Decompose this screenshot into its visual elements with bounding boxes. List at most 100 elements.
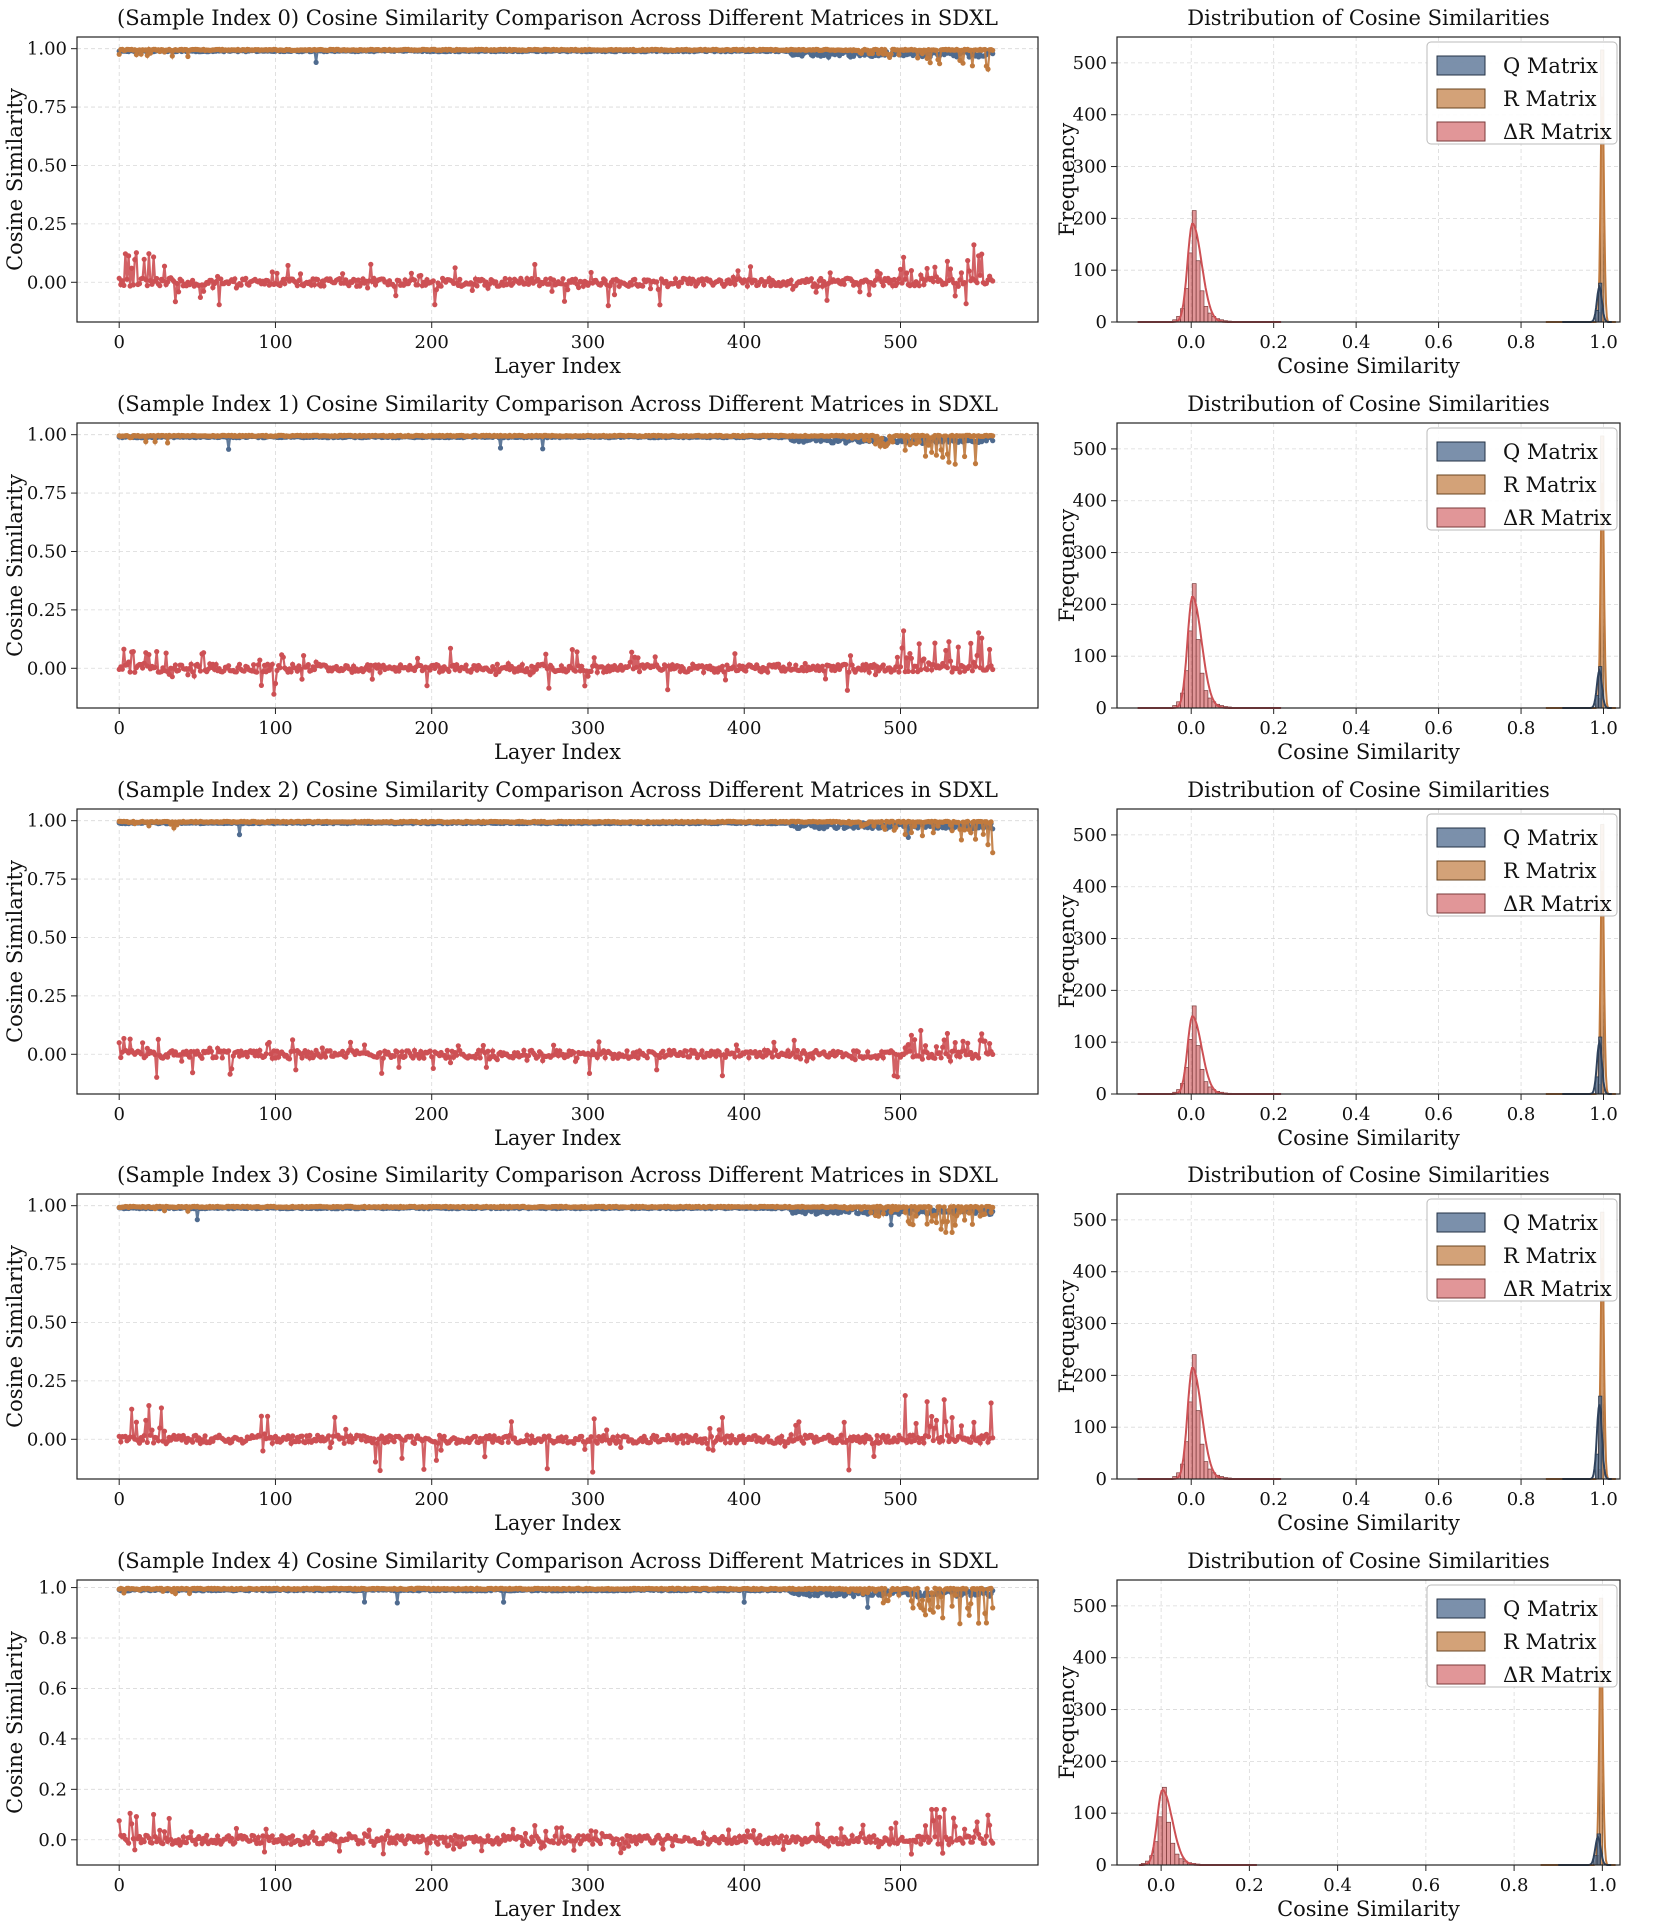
y-tick-label: 0.25 <box>27 600 67 621</box>
r-matrix-series-point <box>902 447 908 453</box>
delta-r-matrix-series-point <box>297 666 304 672</box>
legend-swatch <box>1436 121 1486 142</box>
r-matrix-series-point <box>969 63 976 69</box>
delta-r-matrix-series-point <box>430 1065 436 1071</box>
delta-r-matrix-series-point <box>743 668 749 674</box>
r-matrix-series <box>116 432 996 467</box>
r-matrix-series-point <box>185 53 191 60</box>
delta-r-matrix-series-point <box>293 1067 299 1073</box>
x-tick-label: 200 <box>415 718 449 739</box>
delta-r-bar <box>1203 306 1209 323</box>
y-tick-label: 100 <box>1073 646 1107 667</box>
r-matrix-series-point <box>143 439 149 445</box>
delta-r-matrix-series-point <box>143 277 149 283</box>
delta-r-bar <box>1203 690 1209 709</box>
delta-r-matrix-series-point <box>322 1054 329 1060</box>
delta-r-matrix-series-point <box>186 1054 193 1060</box>
delta-r-matrix-series-point <box>857 289 863 295</box>
delta-r-matrix-series-point <box>121 282 127 288</box>
delta-r-matrix-series-point <box>130 282 136 288</box>
legend-label: ΔR Matrix <box>1503 506 1612 530</box>
delta-r-matrix-series-point <box>955 644 961 650</box>
r-matrix-series-point <box>985 842 991 848</box>
delta-r-bar <box>1187 630 1193 709</box>
delta-r-matrix-series-point <box>494 661 500 667</box>
delta-r-matrix-series-point <box>916 283 922 289</box>
r-matrix-series-point <box>944 451 951 457</box>
y-axis-label: Frequency <box>1055 123 1079 237</box>
r-matrix-series-point <box>960 60 966 66</box>
delta-r-matrix-series-point <box>297 271 304 277</box>
r-matrix-series-point <box>990 850 996 856</box>
delta-r-matrix-series-point <box>165 279 171 285</box>
r-matrix-series-point <box>924 55 930 62</box>
delta-r-matrix-series-point <box>924 667 930 673</box>
delta-r-matrix-series-point <box>582 683 588 689</box>
delta-r-matrix-series-point <box>226 1048 232 1054</box>
delta-r-matrix-series-point <box>201 650 207 656</box>
x-tick-label: 0.2 <box>1259 332 1288 353</box>
delta-r-matrix-series-point <box>396 1064 402 1070</box>
delta-r-matrix-series-point <box>347 1039 354 1045</box>
delta-r-matrix-series-point <box>543 276 549 282</box>
delta-r-matrix-series-point <box>786 661 793 668</box>
delta-r-bar <box>1199 672 1205 709</box>
delta-r-matrix-series-point <box>946 639 952 645</box>
delta-r-matrix-series <box>116 628 996 697</box>
delta-r-matrix-series-point <box>336 276 343 282</box>
delta-r-bar <box>1195 639 1201 709</box>
r-matrix-series-point <box>946 459 952 465</box>
r-matrix-series-point <box>943 433 949 439</box>
delta-r-matrix-series-point <box>227 1071 233 1077</box>
delta-r-matrix-series-point <box>454 1052 460 1058</box>
r-matrix-series-point <box>938 447 944 453</box>
delta-r-matrix-series-line <box>118 630 994 695</box>
subplot-row-2: (Sample Index 2) Cosine Similarity Compa… <box>3 778 1621 1150</box>
delta-r-matrix-series-point <box>311 282 318 288</box>
delta-r-matrix-series-point <box>990 666 996 673</box>
delta-r-matrix-series-point <box>254 669 260 675</box>
delta-r-matrix-series-point <box>132 669 138 675</box>
delta-r-matrix-series-point <box>340 271 346 277</box>
r-matrix-series-point <box>874 433 880 439</box>
delta-r-matrix-series-point <box>179 1058 185 1064</box>
delta-r-matrix-series-point <box>430 278 436 284</box>
histogram-title: Distribution of Cosine Similarities <box>1187 392 1550 416</box>
delta-r-matrix-series-point <box>369 676 375 682</box>
delta-r-matrix-series-point <box>421 1055 427 1061</box>
delta-r-matrix-series-point <box>121 1035 127 1042</box>
delta-r-matrix-series-point <box>379 1070 385 1076</box>
r-matrix-series-point <box>990 47 996 53</box>
delta-r-matrix-series-point <box>146 652 152 658</box>
delta-r-matrix-series-point <box>647 286 654 292</box>
delta-r-matrix-series-point <box>457 276 463 282</box>
delta-r-matrix-series-point <box>611 292 618 298</box>
delta-r-matrix-series-point <box>282 281 288 287</box>
delta-r-matrix-series-point <box>966 268 972 274</box>
delta-r-matrix-series-point <box>447 1060 454 1066</box>
delta-r-matrix-series-point <box>480 1042 486 1049</box>
delta-r-matrix-series-point <box>172 662 178 668</box>
delta-r-matrix-series-point <box>140 665 146 671</box>
r-matrix-series-point <box>908 440 915 446</box>
delta-r-matrix-series-point <box>274 270 280 276</box>
delta-r-matrix-series-point <box>843 662 849 668</box>
delta-r-matrix-series-point <box>155 1036 161 1042</box>
delta-r-matrix-series-point <box>377 1050 383 1056</box>
r-matrix-series-point <box>962 827 968 833</box>
delta-r-matrix-series-point <box>632 276 638 282</box>
delta-r-matrix-series-point <box>529 276 535 282</box>
delta-r-matrix-series-point <box>952 293 958 299</box>
delta-r-matrix-series-point <box>654 279 660 285</box>
y-tick-label: 100 <box>1073 260 1107 281</box>
delta-r-matrix-series-point <box>201 288 207 294</box>
delta-r-matrix-series-point <box>154 649 160 655</box>
r-matrix-series-point <box>937 61 943 67</box>
delta-r-matrix-series-point <box>130 649 136 655</box>
delta-r-matrix-series-point <box>908 268 915 274</box>
delta-r-matrix-series-point <box>546 281 552 287</box>
y-tick-label: 0.25 <box>27 214 67 235</box>
delta-r-matrix-series-point <box>877 271 883 277</box>
x-tick-label: 1.0 <box>1589 718 1618 739</box>
